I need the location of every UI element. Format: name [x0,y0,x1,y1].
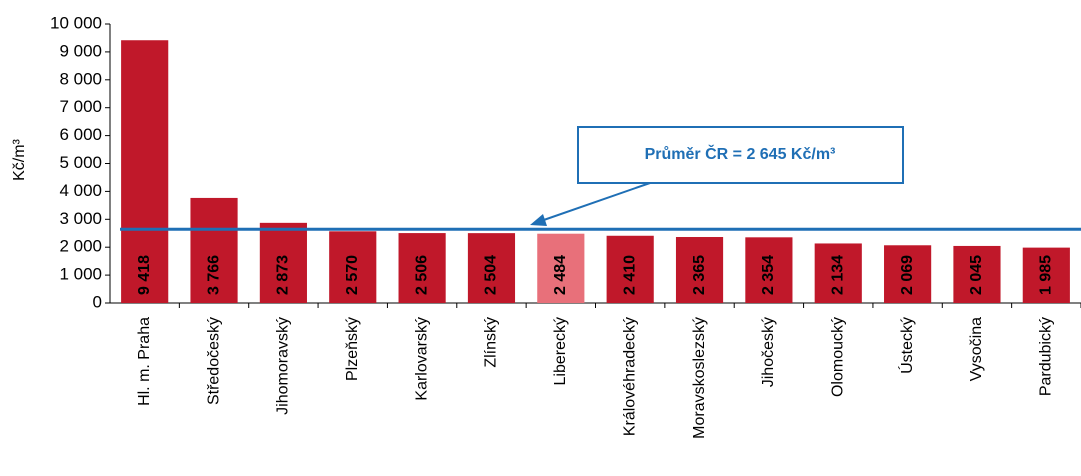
x-tick-label: Hl. m. Praha [136,317,153,406]
x-tick-label: Ústecký [897,317,916,374]
y-axis-label: Kč/m³ [11,138,28,180]
x-tick-label: Zlínský [483,317,500,368]
value-label: 1 985 [1038,255,1055,295]
bar [537,233,585,303]
y-tick-label: 4 000 [59,181,102,200]
value-label: 2 354 [760,255,777,295]
arrow-head [530,214,547,226]
value-label: 2 570 [344,255,361,295]
y-tick-label: 8 000 [59,69,102,88]
x-tick-label: Plzeňský [344,317,361,381]
bar [190,197,238,303]
y-tick-label: 2 000 [59,237,102,256]
y-tick-label: 9 000 [59,41,102,60]
y-tick-label: 1 000 [59,265,102,284]
value-label: 2 504 [483,255,500,295]
annotation-arrow [537,182,651,223]
value-label: 2 873 [275,255,292,295]
y-tick-label: 6 000 [59,125,102,144]
value-label: 2 045 [968,255,985,295]
x-tick-label: Pardubický [1038,317,1055,396]
value-label: 3 766 [205,255,222,295]
x-tick-label: Vysočina [968,317,985,381]
y-tick-label: 0 [93,292,102,311]
y-tick-label: 7 000 [59,97,102,116]
bar [398,233,446,303]
value-label: 2 484 [552,255,569,295]
annotation: Průměr ČR = 2 645 Kč/m³ [645,144,836,163]
value-label: 2 069 [899,255,916,295]
bar [121,40,169,304]
bar [329,231,377,303]
y-tick-label: 10 000 [50,13,102,32]
bar [675,237,724,303]
bar [1022,247,1070,303]
x-tick-label: Středočeský [205,317,222,405]
x-tick-label: Královéhradecký [621,317,638,436]
bar [814,243,862,303]
value-label: 2 134 [829,255,846,295]
bar [745,237,793,303]
bar [259,222,307,303]
x-tick-label: Jihomoravský [275,317,292,415]
x-tick-label: Karlovarský [413,317,430,401]
value-label: 2 506 [413,255,430,295]
y-tick-label: 3 000 [59,209,102,228]
x-tick-label: Olomoucký [829,317,846,397]
value-label: 2 365 [691,255,708,295]
value-label: 2 410 [621,255,638,295]
bar [884,245,932,303]
x-tick-label: Liberecký [552,317,569,385]
annotation-box [577,126,904,184]
y-tick-label: 5 000 [59,153,102,172]
x-tick-label: Moravskoslezský [691,317,708,439]
value-label: 9 418 [136,255,153,295]
bar [606,235,654,303]
x-tick-label: Jihočeský [760,317,777,387]
bar [467,233,516,303]
bar [953,245,1001,303]
